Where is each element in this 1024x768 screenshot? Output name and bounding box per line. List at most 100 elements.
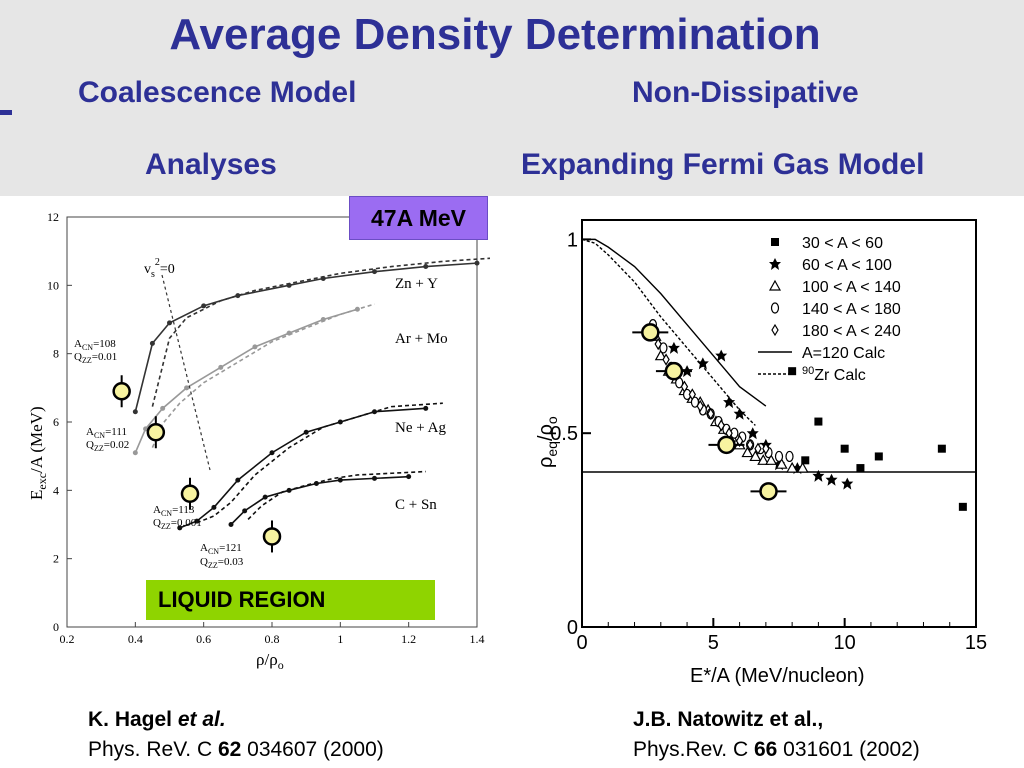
series-point — [286, 282, 292, 288]
series-point — [423, 405, 429, 411]
y-tick-label: 6 — [53, 415, 59, 429]
density-point — [262, 527, 282, 546]
fermi-gas-chart: 0 5 10 15 0 0.5 1 30 < A < 60 60 < A < 100 100 <… — [535, 219, 987, 687]
data-point — [775, 457, 788, 469]
data-point — [856, 464, 865, 473]
reaction-label-c-sn: C + Sn — [395, 497, 437, 513]
series-point — [184, 385, 190, 391]
series-point — [132, 450, 138, 456]
data-point — [741, 446, 754, 458]
data-point — [814, 417, 823, 426]
svg-text:QZZ=0.03: QZZ=0.03 — [200, 556, 244, 570]
reaction-label-ne-ag: Ne + Ag — [395, 420, 446, 436]
density-point — [664, 361, 684, 381]
series-point — [177, 525, 183, 531]
y-tick-label: 8 — [53, 347, 59, 361]
right-reference: J.B. Natowitz et al., Phys.Rev. C 66 031… — [633, 705, 920, 765]
x-tick-label: 0.6 — [196, 632, 211, 646]
data-point — [746, 427, 759, 440]
svg-text:ACN=113: ACN=113 — [153, 504, 195, 518]
series-point — [337, 419, 343, 425]
series-point — [194, 518, 200, 524]
series-dashed-line-2 — [196, 402, 443, 524]
x-tick-label: 5 — [708, 632, 719, 654]
density-point — [759, 482, 778, 501]
nucleus-label-121: ACN=121 QZZ=0.03 — [200, 542, 244, 570]
data-point — [733, 407, 746, 420]
y-tick-label: 2 — [53, 552, 59, 566]
reaction-label-ar-mo: Ar + Mo — [395, 331, 448, 347]
series-line-3 — [230, 475, 409, 526]
x-tick-label: 1.2 — [401, 632, 416, 646]
left-reference-citation: Phys. ReV. C 62 034607 (2000) — [88, 738, 384, 761]
series-dashed-line-3 — [247, 470, 426, 520]
density-point — [112, 382, 131, 401]
series-point — [286, 487, 292, 493]
legend-label: 60 < A < 100 — [802, 257, 892, 274]
legend-marker — [771, 238, 779, 246]
series-line-0 — [134, 262, 478, 412]
density-point — [717, 435, 736, 455]
svg-text:QZZ=0.02: QZZ=0.02 — [86, 439, 129, 453]
series-point — [143, 426, 149, 432]
data-point — [774, 450, 784, 463]
data-point — [680, 380, 689, 393]
data-point — [812, 469, 825, 482]
data-point — [757, 454, 770, 465]
series-point — [218, 364, 224, 370]
coalescence-chart: 0.2 0.4 0.6 0.8 1 1.2 1.4 0 2 4 6 8 10 12 vs2=0 Zn + … — [27, 210, 490, 670]
series-point — [235, 293, 241, 299]
y-tick-label: 12 — [47, 210, 59, 224]
y-tick-label: 0 — [53, 620, 59, 634]
data-point — [715, 349, 728, 362]
data-point — [746, 438, 754, 451]
annotation: vs2=0 — [144, 257, 175, 280]
series-point — [406, 474, 412, 480]
x-axis-title: ρ/ρo — [256, 650, 284, 670]
nucleus-label-113: ACN=113 QZZ=0.001 — [153, 504, 202, 531]
series-point — [228, 522, 234, 527]
series-point — [242, 508, 248, 514]
series-point — [132, 409, 138, 415]
series-point — [372, 409, 377, 415]
legend-marker — [769, 258, 781, 270]
data-point — [735, 434, 744, 448]
y-tick-label: 10 — [47, 278, 59, 292]
y-axis-title: ρeq/ρo — [535, 416, 560, 468]
data-point — [659, 342, 668, 354]
legend-label: 30 < A < 60 — [802, 235, 883, 252]
x-tick-label: 1 — [337, 632, 343, 646]
data-point — [825, 473, 838, 486]
data-point — [796, 461, 809, 473]
y-tick-label: 4 — [53, 483, 59, 497]
data-point — [654, 337, 662, 351]
legend-label: 140 < A < 180 — [802, 301, 901, 318]
data-point — [707, 407, 715, 420]
liquid-region-label: LIQUID REGION — [146, 580, 435, 620]
x-tick-label: 0.8 — [265, 632, 280, 646]
svg-text:QZZ=0.01: QZZ=0.01 — [74, 351, 117, 365]
series-point — [269, 450, 275, 456]
series-point — [372, 475, 377, 481]
data-point — [958, 502, 967, 511]
series-point — [320, 317, 326, 322]
data-point — [754, 442, 762, 455]
series-point — [149, 340, 155, 346]
density-point — [180, 484, 200, 503]
data-point — [690, 396, 700, 408]
data-point — [662, 353, 670, 366]
series-point — [354, 306, 360, 312]
bullet-dash — [0, 110, 12, 115]
series-line-1 — [134, 308, 358, 454]
legend-label: 100 < A < 140 — [802, 279, 901, 296]
data-point — [762, 442, 770, 455]
density-point — [641, 323, 660, 342]
x-tick-label: 0 — [576, 632, 587, 654]
right-reference-citation: Phys.Rev. C 66 031601 (2002) — [633, 738, 920, 761]
data-point — [788, 367, 797, 376]
reaction-label-zn-y: Zn + Y — [395, 276, 438, 292]
legend-marker — [770, 302, 780, 314]
series-point — [372, 269, 377, 275]
page-title: Average Density Determination — [169, 10, 821, 59]
data-point — [696, 399, 704, 413]
